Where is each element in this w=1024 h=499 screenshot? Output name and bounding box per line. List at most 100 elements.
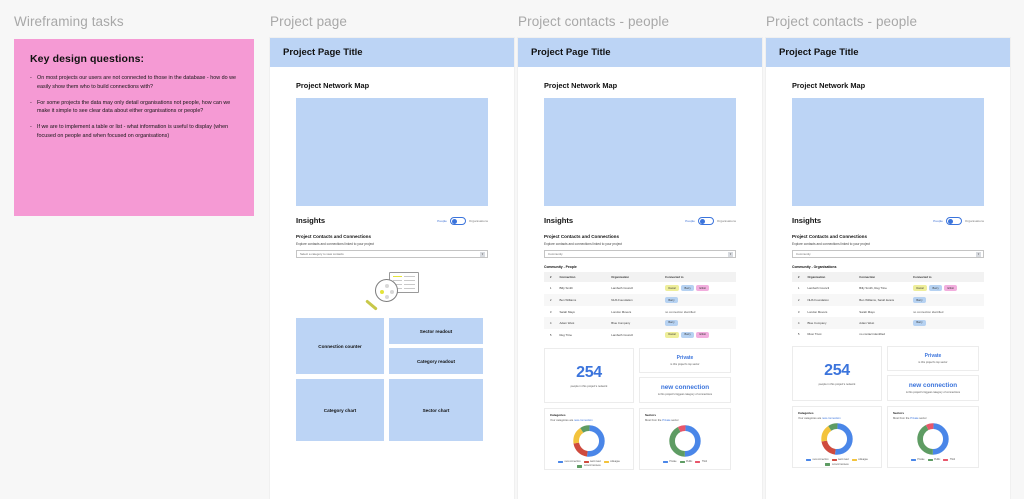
cell-connected-to: Barry <box>911 294 984 307</box>
category-select-value: Community <box>796 252 811 256</box>
connection-chip[interactable]: Daniel <box>913 285 928 291</box>
cell-primary: Sarah Mayo <box>559 309 576 314</box>
cell-index: 2 <box>544 294 558 307</box>
chart-subtitle: Your categories are new connection <box>798 417 876 420</box>
connection-chip[interactable]: Barry <box>681 332 695 338</box>
legend-entry: new connection <box>806 458 829 462</box>
legend-label: current business <box>583 465 601 468</box>
cell-connected-to: Daniel Barry Elliott <box>911 282 984 294</box>
cell-index: 1 <box>549 286 552 291</box>
donut-categories <box>798 422 876 456</box>
category-select[interactable]: Community ▾ <box>792 250 984 258</box>
cell-secondary: Ben Williams, Sarah Evans <box>857 294 912 307</box>
cell-index: 4 <box>544 316 558 329</box>
connection-chip[interactable]: Barry <box>665 319 678 326</box>
insights-heading: Insights <box>296 216 326 225</box>
network-map-canvas[interactable] <box>544 98 736 206</box>
connection-chip[interactable]: Elliott <box>696 285 710 291</box>
connection-chip[interactable]: Barry <box>913 319 926 326</box>
no-connection-note: no connection identified <box>665 309 696 314</box>
donut-chart-svg <box>821 423 853 455</box>
placeholder-category-chart[interactable]: Category chart <box>296 379 384 441</box>
legend-label: Third <box>701 460 708 463</box>
connection-chip[interactable]: Barry <box>929 285 943 291</box>
toggle-label-organisations: Organisations <box>964 218 984 223</box>
toggle-label-organisations: Organisations <box>716 218 736 223</box>
people-organisations-toggle[interactable]: People Organisations <box>933 216 984 225</box>
magnifier-handle <box>364 299 378 311</box>
panel-wireframing-tasks: Wireframing tasks Key design questions: … <box>14 14 254 216</box>
toggle-label-people: People <box>933 218 943 223</box>
connection-chip[interactable]: Daniel <box>665 285 680 291</box>
chart-sub-link: new connection <box>821 416 841 420</box>
legend-label: new connection <box>564 460 581 463</box>
connection-chip[interactable]: Elliott <box>696 332 710 338</box>
legend-swatch <box>603 460 609 464</box>
placeholder-label: Category chart <box>323 407 357 413</box>
table-row[interactable]: 4 Adam West Blue Company Barry <box>544 316 736 329</box>
legend-entry: Private <box>662 460 677 464</box>
connection-chip[interactable]: Daniel <box>665 332 680 338</box>
legend-swatch <box>695 460 701 464</box>
connection-chip[interactable]: Barry <box>913 297 926 304</box>
legend-swatch <box>679 460 685 464</box>
panel-project-contacts-organisations: Project contacts - people <box>766 14 1010 29</box>
toggle-switch[interactable] <box>697 216 714 225</box>
section-title: Project Contacts and Connections <box>792 234 868 239</box>
list-item: For some projects the data may only deta… <box>30 99 238 117</box>
table-row[interactable]: 5 River Trust no contact identified <box>792 329 984 339</box>
legend-label: current business <box>831 463 849 466</box>
placeholder-stack: Sector readout Category readout <box>389 318 483 374</box>
table-row[interactable]: 2 Ben Williams NHS Foundation Barry <box>544 294 736 307</box>
placeholder-sector-chart[interactable]: Sector chart <box>389 379 483 441</box>
legend-swatch <box>851 458 857 462</box>
sector-value: Private <box>676 354 694 361</box>
chart-sub-prefix: Your categories are <box>550 418 574 422</box>
count-value: 254 <box>576 363 602 381</box>
toggle-switch[interactable] <box>945 216 962 225</box>
placeholder-sector-readout[interactable]: Sector readout <box>389 318 483 344</box>
network-map-canvas[interactable] <box>296 98 488 206</box>
cell-secondary: no contact identified <box>859 332 885 337</box>
category-select[interactable]: Select a category to view contacts ▾ <box>296 250 488 258</box>
table-row[interactable]: 3 London Movers Sarah Mayo no connection id… <box>792 306 984 316</box>
cell-primary: Billy Smith <box>559 286 573 291</box>
placeholder-label: Sector readout <box>419 328 453 334</box>
connection-chip[interactable]: Elliott <box>944 285 958 291</box>
people-organisations-toggle[interactable]: People Organisations <box>437 216 488 225</box>
table-row[interactable]: 2 NHS Foundation Ben Williams, Sarah Evans… <box>792 294 984 307</box>
table-body: 1 Lambeth Council Billy Smith, Reg Trine Da… <box>792 282 984 339</box>
category-select[interactable]: Community ▾ <box>544 250 736 258</box>
table-row[interactable]: 5 Reg Trine Lambeth Council Daniel Barry Elli… <box>544 329 736 341</box>
chevron-down-icon: ▾ <box>728 251 733 257</box>
placeholder-label: Sector chart <box>422 407 450 413</box>
table-row[interactable]: 1 Billy Smith Lambeth Council Daniel Barry El… <box>544 282 736 294</box>
toggle-switch[interactable] <box>449 216 466 225</box>
map-heading: Project Network Map <box>792 81 866 90</box>
cell-secondary: London Movers <box>611 309 632 314</box>
table-row[interactable]: 1 Lambeth Council Billy Smith, Reg Trine Da… <box>792 282 984 294</box>
network-map-canvas[interactable] <box>792 98 984 206</box>
connection-chip[interactable]: Barry <box>665 297 678 304</box>
stat-card-count: 254 people in this project's network <box>544 348 634 403</box>
cell-secondary: NHS Foundation <box>609 294 664 307</box>
chart-sub-suffix: sector <box>670 418 679 422</box>
people-organisations-toggle[interactable]: People Organisations <box>685 216 736 225</box>
table-row[interactable]: 4 Blue Company Adam West Barry <box>792 316 984 329</box>
panel-project-page: Project page <box>270 14 514 39</box>
table-row[interactable]: 3 Sarah Mayo London Movers no connection id… <box>544 306 736 316</box>
organisations-table: # Organisation Connection Connected to 1… <box>792 272 984 339</box>
category-caption: is this project's biggest category of co… <box>905 391 961 395</box>
section-description: Explore contacts and connections linked … <box>296 242 374 246</box>
placeholder-grid-bottom: Category chart Sector chart <box>296 379 488 441</box>
placeholder-category-readout[interactable]: Category readout <box>389 348 483 374</box>
cell-secondary: Blue Company <box>609 316 664 329</box>
page-header: Project Page Title <box>766 38 1010 67</box>
connection-chip[interactable]: Barry <box>681 285 695 291</box>
cell-primary: London Movers <box>807 309 828 314</box>
placeholder-connection-counter[interactable]: Connection counter <box>296 318 384 374</box>
chart-card-categories: Categories Your categories are new conne… <box>544 408 634 470</box>
cell-connected-to: Barry <box>911 316 984 329</box>
count-caption: people in this project's network <box>818 382 856 386</box>
